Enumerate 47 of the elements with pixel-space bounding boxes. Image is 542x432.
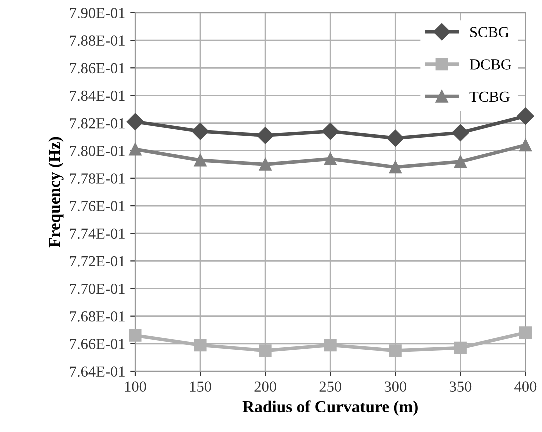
x-tick-label: 200: [254, 382, 276, 392]
point: [126, 113, 144, 130]
point: [519, 139, 532, 152]
point: [389, 161, 402, 174]
point: [322, 123, 340, 140]
y-tick-label: 7.72E-01: [70, 256, 125, 267]
point: [129, 143, 142, 156]
point: [387, 130, 404, 148]
point: [517, 108, 534, 125]
point: [389, 344, 402, 358]
y-tick-label: 7.74E-01: [70, 228, 125, 240]
y-axis-title: Frequency (Hz): [48, 137, 64, 248]
x-tick-label: 300: [384, 382, 407, 392]
x-tick-label: 400: [514, 382, 537, 392]
point: [194, 154, 207, 167]
x-tick-label: 250: [320, 382, 342, 392]
y-tick-label: 7.78E-01: [70, 174, 125, 184]
y-tick-label: 7.64E-01: [70, 366, 125, 378]
x-axis-title: Radius of Curvature (m): [242, 400, 418, 416]
point: [452, 124, 470, 142]
y-tick-label: 7.68E-01: [70, 312, 125, 322]
point: [259, 158, 272, 171]
y-tick-label: 7.76E-01: [70, 201, 125, 212]
x-tick-label: 100: [125, 382, 146, 392]
legend-label: SCBG: [470, 27, 509, 38]
legend-label: TCBG: [470, 92, 510, 102]
y-tick-label: 7.66E-01: [70, 339, 125, 350]
x-tick-label: 350: [450, 382, 472, 392]
point: [129, 329, 142, 342]
y-tick-label: 7.90E-01: [70, 8, 125, 18]
y-tick-label: 7.86E-01: [70, 63, 125, 74]
point: [519, 326, 532, 340]
point: [257, 127, 274, 144]
point: [192, 123, 210, 140]
legend-label: DCBG: [470, 60, 512, 70]
point: [324, 152, 337, 166]
point: [259, 344, 272, 358]
y-tick-label: 7.70E-01: [70, 284, 125, 294]
point: [324, 339, 337, 352]
y-tick-label: 7.80E-01: [70, 146, 125, 156]
y-tick-label: 7.82E-01: [70, 118, 125, 129]
x-tick-label: 150: [190, 382, 212, 392]
point: [194, 339, 207, 352]
point: [454, 342, 467, 354]
point: [454, 156, 467, 168]
y-tick-label: 7.84E-01: [70, 90, 125, 102]
y-tick-label: 7.88E-01: [70, 36, 125, 46]
